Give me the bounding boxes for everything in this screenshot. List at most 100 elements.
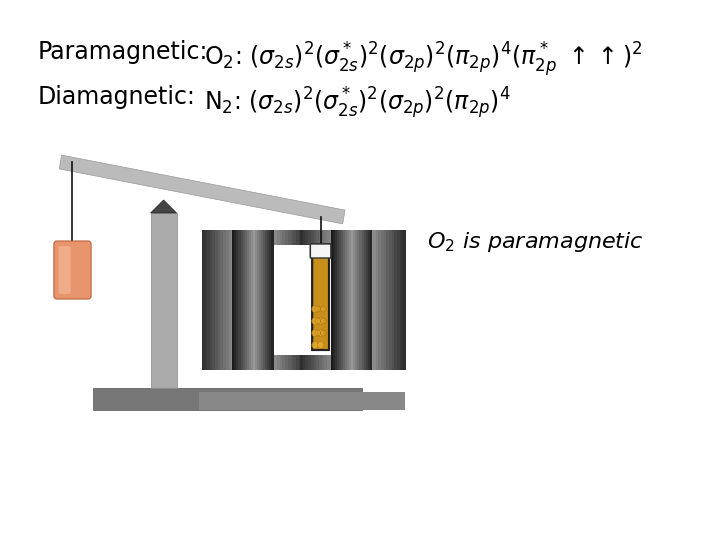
FancyBboxPatch shape [264, 230, 266, 370]
FancyBboxPatch shape [359, 230, 362, 370]
Circle shape [315, 306, 320, 312]
FancyBboxPatch shape [310, 244, 330, 258]
Circle shape [312, 318, 318, 325]
FancyBboxPatch shape [316, 230, 320, 370]
FancyBboxPatch shape [311, 230, 314, 370]
FancyBboxPatch shape [349, 230, 352, 370]
FancyBboxPatch shape [288, 230, 291, 370]
FancyBboxPatch shape [250, 230, 253, 370]
FancyBboxPatch shape [387, 230, 390, 370]
FancyBboxPatch shape [242, 230, 245, 370]
FancyBboxPatch shape [282, 230, 286, 370]
FancyBboxPatch shape [376, 230, 379, 370]
FancyBboxPatch shape [204, 230, 207, 370]
FancyBboxPatch shape [356, 230, 360, 370]
Circle shape [320, 306, 326, 312]
FancyBboxPatch shape [397, 230, 400, 370]
FancyBboxPatch shape [93, 388, 362, 410]
FancyBboxPatch shape [343, 230, 346, 370]
FancyBboxPatch shape [220, 230, 224, 370]
FancyBboxPatch shape [304, 230, 307, 370]
FancyBboxPatch shape [370, 230, 373, 370]
FancyBboxPatch shape [347, 230, 350, 370]
FancyBboxPatch shape [54, 241, 91, 299]
FancyBboxPatch shape [251, 230, 253, 370]
FancyBboxPatch shape [354, 230, 356, 370]
FancyBboxPatch shape [259, 230, 261, 370]
FancyBboxPatch shape [228, 230, 232, 370]
FancyBboxPatch shape [319, 230, 322, 370]
Circle shape [312, 329, 318, 336]
FancyBboxPatch shape [400, 230, 403, 370]
FancyBboxPatch shape [351, 230, 354, 370]
FancyBboxPatch shape [345, 230, 348, 370]
Text: Diamagnetic:: Diamagnetic: [37, 85, 195, 109]
FancyBboxPatch shape [253, 230, 256, 370]
Polygon shape [59, 155, 345, 224]
Circle shape [312, 341, 318, 348]
FancyBboxPatch shape [271, 230, 275, 370]
FancyBboxPatch shape [58, 246, 71, 294]
Circle shape [315, 318, 320, 324]
FancyBboxPatch shape [335, 230, 338, 370]
FancyBboxPatch shape [381, 230, 384, 370]
FancyBboxPatch shape [202, 230, 204, 370]
FancyBboxPatch shape [333, 230, 336, 370]
Circle shape [316, 245, 325, 255]
FancyBboxPatch shape [267, 230, 269, 370]
FancyBboxPatch shape [359, 230, 363, 370]
Circle shape [320, 330, 326, 336]
Circle shape [312, 306, 318, 313]
FancyBboxPatch shape [296, 230, 299, 370]
FancyBboxPatch shape [248, 230, 251, 370]
Circle shape [312, 341, 318, 348]
Text: O$_2$ is paramagnetic: O$_2$ is paramagnetic [428, 230, 644, 254]
FancyBboxPatch shape [324, 230, 328, 370]
FancyBboxPatch shape [346, 230, 349, 370]
FancyBboxPatch shape [150, 213, 176, 388]
FancyBboxPatch shape [207, 230, 210, 370]
FancyBboxPatch shape [341, 230, 343, 370]
FancyBboxPatch shape [341, 230, 343, 370]
Circle shape [320, 306, 326, 312]
FancyBboxPatch shape [392, 230, 395, 370]
FancyBboxPatch shape [226, 230, 229, 370]
FancyBboxPatch shape [217, 230, 221, 370]
FancyBboxPatch shape [248, 230, 251, 370]
FancyBboxPatch shape [261, 230, 264, 370]
Circle shape [312, 306, 318, 313]
Circle shape [315, 306, 320, 312]
FancyBboxPatch shape [215, 230, 218, 370]
FancyBboxPatch shape [199, 392, 405, 410]
FancyBboxPatch shape [378, 230, 382, 370]
FancyBboxPatch shape [240, 230, 243, 370]
Circle shape [320, 318, 326, 324]
FancyBboxPatch shape [312, 257, 329, 350]
FancyBboxPatch shape [362, 230, 365, 370]
FancyBboxPatch shape [243, 230, 245, 370]
FancyBboxPatch shape [210, 230, 213, 370]
FancyBboxPatch shape [274, 230, 277, 370]
Circle shape [318, 341, 324, 348]
FancyBboxPatch shape [293, 230, 297, 370]
FancyBboxPatch shape [255, 230, 257, 370]
Circle shape [318, 318, 324, 325]
FancyBboxPatch shape [266, 230, 269, 370]
FancyBboxPatch shape [234, 230, 237, 370]
Circle shape [318, 329, 324, 336]
FancyBboxPatch shape [253, 245, 351, 355]
Text: Paramagnetic:: Paramagnetic: [37, 40, 207, 64]
FancyBboxPatch shape [343, 230, 346, 370]
FancyBboxPatch shape [233, 230, 235, 370]
FancyBboxPatch shape [231, 230, 235, 370]
FancyBboxPatch shape [245, 230, 247, 370]
FancyBboxPatch shape [265, 230, 268, 370]
FancyBboxPatch shape [305, 230, 309, 370]
FancyBboxPatch shape [233, 230, 273, 370]
FancyBboxPatch shape [337, 230, 339, 370]
Circle shape [312, 329, 318, 336]
FancyBboxPatch shape [354, 230, 357, 370]
FancyBboxPatch shape [258, 230, 261, 370]
FancyBboxPatch shape [351, 230, 354, 370]
Circle shape [312, 318, 318, 325]
